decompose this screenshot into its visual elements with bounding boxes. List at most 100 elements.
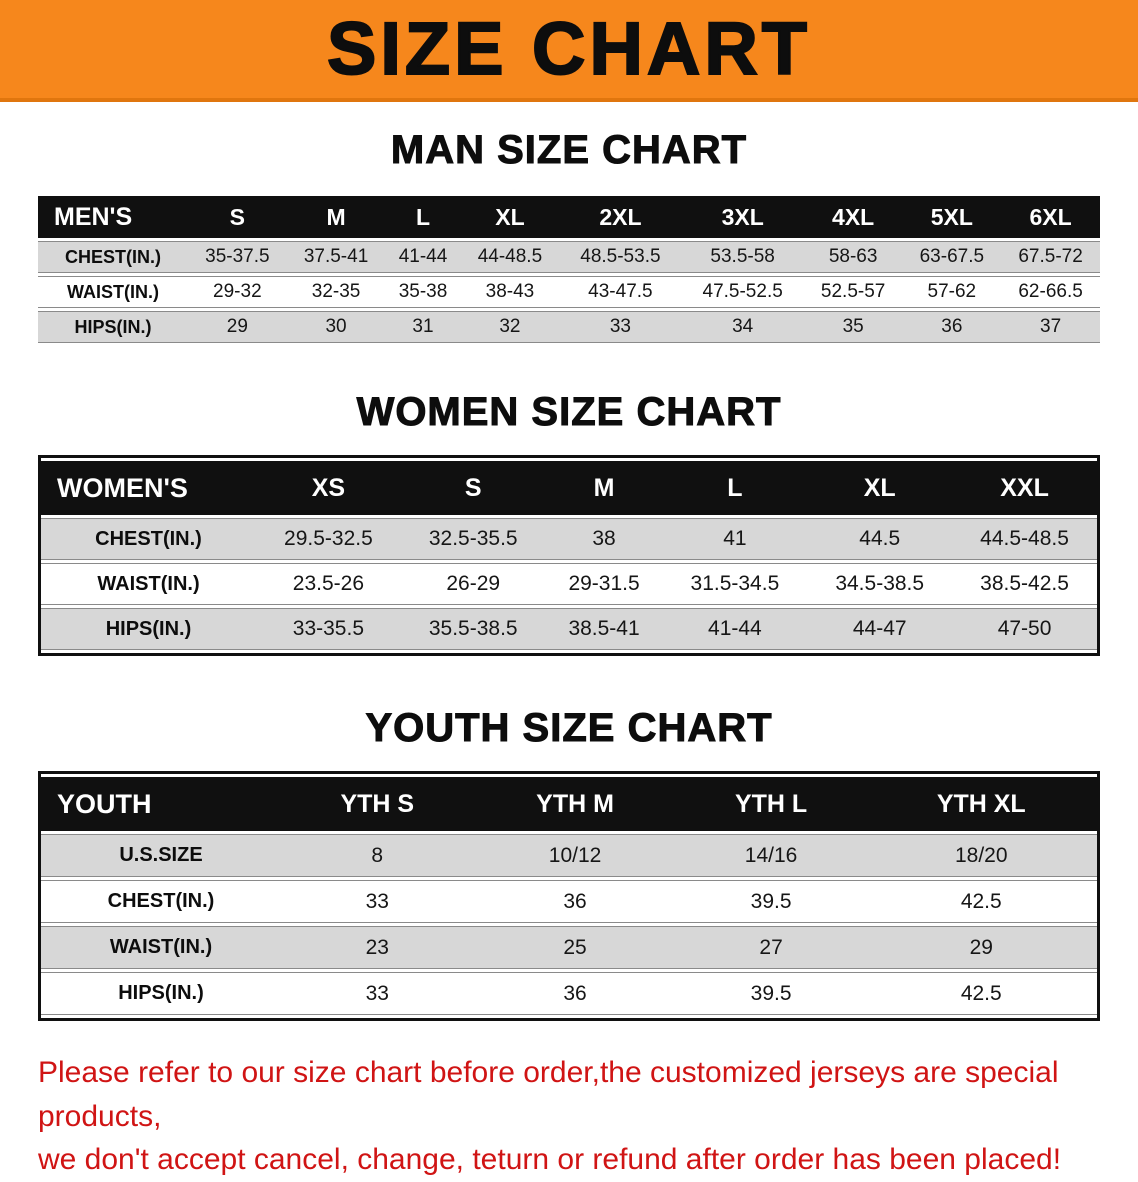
men-header-row: MEN'S S M L XL 2XL 3XL 4XL 5XL 6XL [38,196,1100,238]
table-row: CHEST(IN.) 29.5-32.5 32.5-35.5 38 41 44.… [41,518,1097,560]
size-value: 63-67.5 [902,241,1002,273]
column-header: XL [807,461,953,515]
size-value: 44.5-48.5 [952,518,1097,560]
row-label: HIPS(IN.) [41,972,281,1015]
size-value: 41-44 [662,608,808,650]
size-value: 41 [662,518,808,560]
table-row: CHEST(IN.) 33 36 39.5 42.5 [41,880,1097,923]
size-value: 37 [1001,311,1100,343]
men-size-table: MEN'S S M L XL 2XL 3XL 4XL 5XL 6XL CHEST… [38,193,1100,346]
size-value: 36 [473,880,677,923]
size-value: 29 [188,311,287,343]
size-value: 47.5-52.5 [681,276,804,308]
size-value: 38 [545,518,663,560]
column-header: WOMEN'S [41,461,256,515]
size-value: 33 [281,880,474,923]
column-header: 4XL [803,196,903,238]
column-header: S [188,196,287,238]
size-value: 32-35 [286,276,386,308]
size-value: 10/12 [473,834,677,877]
column-header: MEN'S [38,196,188,238]
size-value: 37.5-41 [286,241,386,273]
size-value: 29-31.5 [545,563,663,605]
size-value: 29.5-32.5 [256,518,401,560]
column-header: XXL [952,461,1097,515]
size-value: 25 [473,926,677,969]
column-header: M [545,461,663,515]
table-row: HIPS(IN.) 33-35.5 35.5-38.5 38.5-41 41-4… [41,608,1097,650]
column-header: YOUTH [41,777,281,831]
row-label: CHEST(IN.) [41,518,256,560]
table-row: HIPS(IN.) 29 30 31 32 33 34 35 36 37 [38,311,1100,343]
size-value: 23 [281,926,474,969]
column-header: YTH L [676,777,866,831]
size-value: 18/20 [865,834,1097,877]
column-header: XS [256,461,401,515]
size-value: 44-47 [807,608,953,650]
size-value: 58-63 [803,241,903,273]
youth-section-heading: YOUTH SIZE CHART [365,706,773,751]
women-section-heading: WOMEN SIZE CHART [356,390,782,435]
column-header: S [400,461,546,515]
size-chart-banner: SIZE CHART [0,0,1138,102]
table-row: WAIST(IN.) 23 25 27 29 [41,926,1097,969]
size-value: 29 [865,926,1097,969]
size-value: 33 [281,972,474,1015]
size-value: 14/16 [676,834,866,877]
size-value: 44.5 [807,518,953,560]
size-value: 35 [803,311,903,343]
size-value: 67.5-72 [1001,241,1100,273]
size-value: 31 [385,311,461,343]
row-label: WAIST(IN.) [38,276,188,308]
size-value: 32.5-35.5 [400,518,546,560]
size-value: 34 [681,311,804,343]
table-row: WAIST(IN.) 23.5-26 26-29 29-31.5 31.5-34… [41,563,1097,605]
size-value: 41-44 [385,241,461,273]
size-value: 23.5-26 [256,563,401,605]
row-label: HIPS(IN.) [38,311,188,343]
size-value: 53.5-58 [681,241,804,273]
row-label: CHEST(IN.) [38,241,188,273]
size-value: 38-43 [460,276,560,308]
size-value: 42.5 [865,880,1097,923]
column-header: L [662,461,808,515]
men-section-heading: MAN SIZE CHART [390,128,748,173]
size-value: 39.5 [676,880,866,923]
notice-line-1: Please refer to our size chart before or… [38,1056,1059,1133]
youth-header-row: YOUTH YTH S YTH M YTH L YTH XL [41,777,1097,831]
column-header: YTH S [281,777,474,831]
size-value: 29-32 [188,276,287,308]
size-value: 38.5-42.5 [952,563,1097,605]
row-label: WAIST(IN.) [41,563,256,605]
women-header-row: WOMEN'S XS S M L XL XXL [41,461,1097,515]
size-value: 48.5-53.5 [559,241,682,273]
size-value: 31.5-34.5 [662,563,808,605]
size-value: 57-62 [902,276,1002,308]
size-value: 52.5-57 [803,276,903,308]
size-chart-title: SIZE CHART [326,7,811,90]
size-value: 8 [281,834,474,877]
column-header: L [385,196,461,238]
size-value: 27 [676,926,866,969]
table-row: CHEST(IN.) 35-37.5 37.5-41 41-44 44-48.5… [38,241,1100,273]
size-value: 35-37.5 [188,241,287,273]
size-value: 33 [559,311,682,343]
column-header: 2XL [559,196,682,238]
table-row: HIPS(IN.) 33 36 39.5 42.5 [41,972,1097,1015]
row-label: HIPS(IN.) [41,608,256,650]
size-value: 36 [902,311,1002,343]
column-header: YTH XL [865,777,1097,831]
column-header: YTH M [473,777,677,831]
size-value: 38.5-41 [545,608,663,650]
size-value: 42.5 [865,972,1097,1015]
size-value: 34.5-38.5 [807,563,953,605]
youth-size-table: YOUTH YTH S YTH M YTH L YTH XL U.S.SIZE … [38,771,1100,1021]
size-value: 30 [286,311,386,343]
size-value: 44-48.5 [460,241,560,273]
order-notice: Please refer to our size chart before or… [38,1051,1118,1182]
row-label: WAIST(IN.) [41,926,281,969]
row-label: U.S.SIZE [41,834,281,877]
size-value: 47-50 [952,608,1097,650]
column-header: M [286,196,386,238]
size-value: 35.5-38.5 [400,608,546,650]
